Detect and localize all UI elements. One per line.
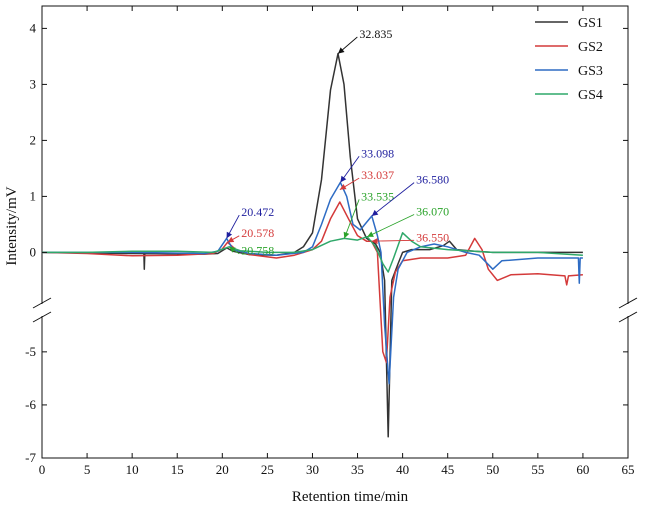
x-tick-label: 15	[171, 462, 184, 477]
y-tick-label: -6	[25, 397, 36, 412]
plot-frame	[32, 5, 638, 459]
peak-leader-line	[371, 239, 415, 242]
x-axis-title: Retention time/min	[292, 489, 409, 505]
x-tick-label: 10	[126, 462, 139, 477]
annotation-layer: 32.835 33.098 33.037 33.535 36.580 36.070 36.5…	[226, 27, 449, 258]
x-tick-label: 30	[306, 462, 319, 477]
x-tick-label: 45	[441, 462, 454, 477]
x-tick-label: 50	[486, 462, 499, 477]
legend-label-gs1: GS1	[578, 16, 603, 31]
axis-layer: 0 5 10 15 20 25 30 35 40 45 50 55 60 65 0 1 2 3 4 -5 -6 -7	[25, 6, 635, 477]
y-tick-label: 0	[30, 244, 37, 259]
x-tick-label: 65	[622, 462, 635, 477]
peak-label: 20.472	[241, 205, 274, 219]
y-axis-title: Intensity/mV	[4, 186, 20, 265]
legend-label-gs2: GS2	[578, 40, 603, 55]
peak-label: 36.550	[416, 230, 449, 244]
series-line-gs2	[41, 201, 583, 364]
x-tick-label: 60	[576, 462, 589, 477]
y-tick-label: -7	[25, 450, 36, 465]
axis-break-gap-left	[36, 304, 48, 316]
axis-break-mark-left	[32, 311, 52, 323]
series-layer	[41, 52, 583, 438]
axis-break-mark-right	[618, 297, 638, 309]
legend-label-gs3: GS3	[578, 64, 603, 79]
peak-label: 20.758	[241, 244, 274, 258]
peak-arrowhead	[371, 209, 379, 216]
x-tick-label: 5	[84, 462, 91, 477]
x-tick-label: 25	[261, 462, 274, 477]
peak-arrowhead	[338, 47, 345, 54]
x-tick-label: 55	[531, 462, 544, 477]
x-tick-label: 40	[396, 462, 409, 477]
peak-arrowhead	[371, 238, 378, 245]
peak-label: 36.580	[416, 173, 449, 187]
peak-label: 33.037	[361, 168, 394, 182]
y-tick-label: -5	[25, 344, 36, 359]
peak-label: 33.535	[361, 189, 394, 203]
series-line-gs4	[42, 232, 583, 273]
y-tick-label: 2	[30, 132, 37, 147]
peak-leader-line	[343, 199, 360, 239]
axis-break-mark-left	[32, 297, 52, 309]
peak-arrowhead	[229, 246, 236, 253]
x-tick-label: 35	[351, 462, 364, 477]
peak-arrowhead	[367, 231, 374, 237]
axis-break-mark-right	[618, 311, 638, 323]
legend: GS1 GS2 GS3 GS4	[535, 16, 603, 103]
x-tick-label: 20	[216, 462, 229, 477]
peak-label: 36.070	[416, 205, 449, 219]
peak-arrowhead	[343, 231, 350, 239]
peak-arrowhead	[340, 175, 347, 183]
x-tick-label: 0	[39, 462, 46, 477]
peak-leader-line	[371, 182, 415, 217]
legend-label-gs4: GS4	[578, 88, 603, 103]
series-line-gs3	[42, 181, 583, 385]
plot-border	[41, 5, 629, 459]
peak-label: 20.578	[241, 226, 274, 240]
peak-arrowhead	[226, 231, 233, 239]
y-tick-label: 3	[30, 76, 37, 91]
axis-break-gap-right	[622, 304, 634, 316]
peak-arrowhead	[339, 184, 347, 190]
peak-label: 33.098	[361, 146, 394, 160]
peak-label: 32.835	[359, 27, 392, 41]
peak-leader-line	[366, 214, 415, 238]
y-tick-label: 1	[30, 188, 37, 203]
y-tick-label: 4	[30, 20, 37, 35]
peak-arrowhead	[227, 236, 235, 243]
